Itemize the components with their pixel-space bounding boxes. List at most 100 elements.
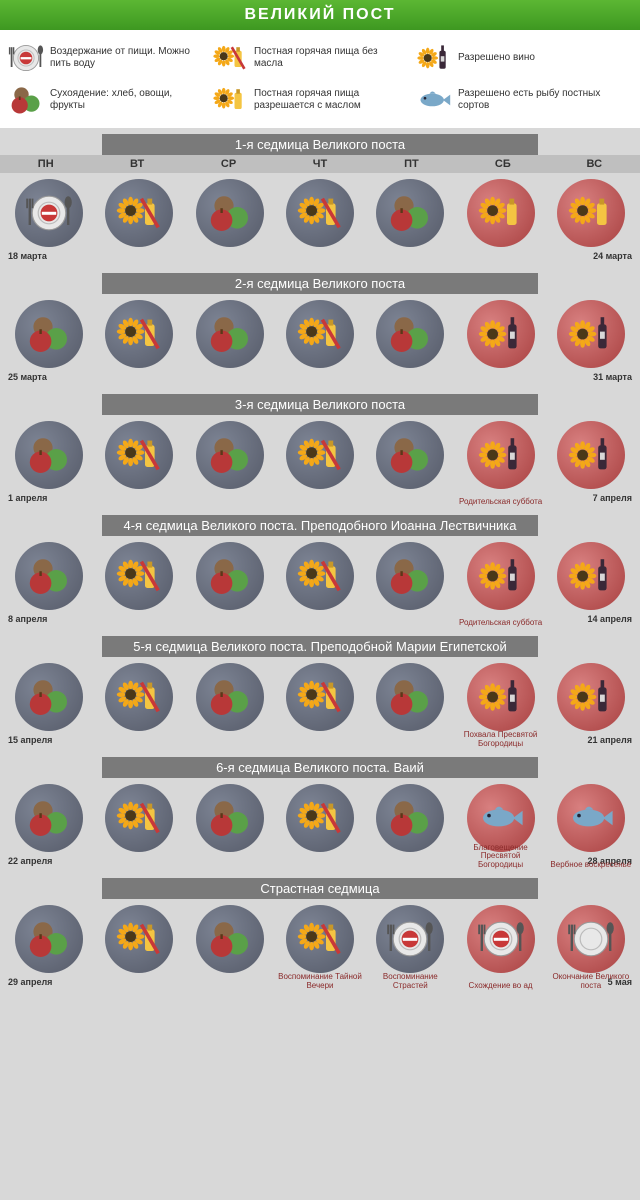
day-header: ПТ: [366, 155, 457, 173]
legend-label: Постная горячая пища без масла: [254, 46, 402, 70]
day-circle: [105, 784, 173, 852]
legend-item: Воздержание от пищи. Можно пить воду: [8, 40, 198, 76]
day-cell: [277, 542, 363, 610]
day-circle: [376, 542, 444, 610]
day-note: Похвала Пресвятой Богородицы: [457, 731, 543, 749]
day-circle: [105, 542, 173, 610]
day-cell: 28 апреляВербное воскресенье: [548, 784, 634, 852]
day-cell: [277, 663, 363, 731]
day-cell: [96, 179, 182, 247]
day-circle: [467, 300, 535, 368]
day-circle: [286, 663, 354, 731]
day-cell: Похвала Пресвятой Богородицы: [457, 663, 543, 731]
day-cell: 29 апреля: [6, 905, 92, 973]
date-label: 29 апреля: [8, 977, 52, 987]
day-circle: [105, 421, 173, 489]
day-cell: [277, 179, 363, 247]
day-cell: [96, 663, 182, 731]
day-circle: [376, 784, 444, 852]
date-label: 7 апреля: [593, 493, 632, 503]
legend-item: Постная горячая пища разрешается с масло…: [212, 82, 402, 118]
day-circle: [557, 421, 625, 489]
day-cell: 15 апреля: [6, 663, 92, 731]
legend-label: Разрешено вино: [458, 52, 535, 64]
week-row: 18 марта: [0, 173, 640, 249]
week-title: 1-я седмица Великого поста: [102, 134, 537, 155]
day-circle: [467, 663, 535, 731]
day-circle: [286, 905, 354, 973]
day-cell: [367, 300, 453, 368]
day-header: ВС: [549, 155, 640, 173]
fasting-icon: [8, 40, 44, 76]
day-note: Родительская суббота: [457, 619, 543, 628]
day-cell: [277, 300, 363, 368]
legend-label: Воздержание от пищи. Можно пить воду: [50, 46, 198, 70]
day-cell: Родительская суббота: [457, 421, 543, 489]
week-row: 1 апреля: [0, 415, 640, 491]
day-circle: [196, 784, 264, 852]
week-title: 4-я седмица Великого поста. Преподобного…: [102, 515, 537, 536]
legend-item: Разрешено вино: [416, 40, 606, 76]
day-cell: [457, 300, 543, 368]
week-row: 25 марта: [0, 294, 640, 370]
date-label: 31 марта: [593, 372, 632, 382]
date-label: 25 марта: [8, 372, 47, 382]
day-circle: [196, 179, 264, 247]
date-label: 22 апреля: [8, 856, 52, 866]
day-circle: [557, 300, 625, 368]
day-circle: [376, 179, 444, 247]
day-headers: ПНВТСРЧТПТСБВС: [0, 155, 640, 173]
day-cell: Схождение во ад: [457, 905, 543, 973]
week-title: 3-я седмица Великого поста: [102, 394, 537, 415]
week-row: 29 апреля Воспоминание Тайной Вечери: [0, 899, 640, 975]
day-circle: [286, 784, 354, 852]
date-label: 21 апреля: [588, 735, 632, 745]
legend-item: Сухоядение: хлеб, овощи, фрукты: [8, 82, 198, 118]
day-cell: [96, 905, 182, 973]
day-cell: 22 апреля: [6, 784, 92, 852]
legend: Воздержание от пищи. Можно пить воду Пос…: [0, 30, 640, 128]
day-circle: [557, 784, 625, 852]
day-circle: [557, 663, 625, 731]
day-cell: [187, 421, 273, 489]
day-note: Окончание Великого поста: [548, 973, 634, 991]
day-cell: [187, 784, 273, 852]
day-circle: [15, 421, 83, 489]
day-cell: [96, 421, 182, 489]
day-circle: [196, 421, 264, 489]
day-circle: [467, 784, 535, 852]
date-label: 15 апреля: [8, 735, 52, 745]
day-circle: [15, 179, 83, 247]
day-circle: [467, 905, 535, 973]
legend-item: Разрешено есть рыбу постных сортов: [416, 82, 606, 118]
day-circle: [557, 179, 625, 247]
day-cell: [96, 300, 182, 368]
day-cell: [457, 179, 543, 247]
day-cell: [96, 542, 182, 610]
day-cell: Родительская суббота: [457, 542, 543, 610]
day-cell: 1 апреля: [6, 421, 92, 489]
day-circle: [286, 542, 354, 610]
day-cell: [187, 542, 273, 610]
day-cell: 24 марта: [548, 179, 634, 247]
date-label: 24 марта: [593, 251, 632, 261]
day-cell: 21 апреля: [548, 663, 634, 731]
day-circle: [376, 663, 444, 731]
day-header: ЧТ: [274, 155, 365, 173]
day-circle: [105, 300, 173, 368]
date-label: 8 апреля: [8, 614, 47, 624]
day-cell: 5 маяОкончание Великого поста: [548, 905, 634, 973]
day-circle: [15, 905, 83, 973]
day-cell: 7 апреля: [548, 421, 634, 489]
dry-icon: [8, 82, 44, 118]
day-cell: 14 апреля: [548, 542, 634, 610]
day-cell: Воспоминание Тайной Вечери: [277, 905, 363, 973]
day-cell: [367, 179, 453, 247]
day-circle: [15, 300, 83, 368]
day-circle: [467, 542, 535, 610]
day-circle: [467, 421, 535, 489]
week-row: 22 апреля: [0, 778, 640, 854]
day-note: Родительская суббота: [457, 498, 543, 507]
day-circle: [557, 905, 625, 973]
day-cell: 25 марта: [6, 300, 92, 368]
